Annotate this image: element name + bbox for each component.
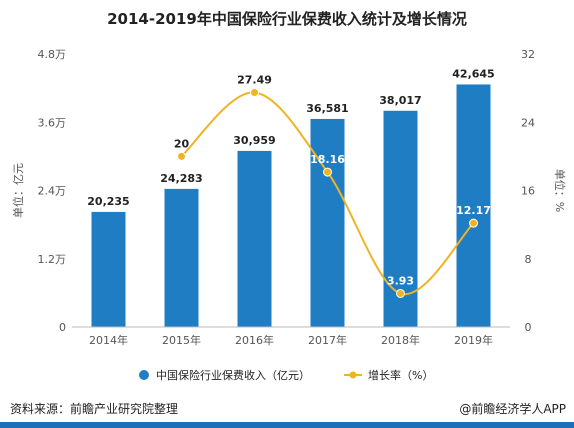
line-series: 20 27.49 18.16 3.93 12.17 bbox=[174, 73, 491, 298]
growth-value-label: 12.17 bbox=[456, 204, 491, 217]
legend: 中国保险行业保费收入（亿元） 增长率（%） bbox=[139, 368, 433, 382]
brand-credit: @前瞻经济学人APP bbox=[459, 402, 566, 416]
x-tick-label: 2018年 bbox=[381, 333, 420, 347]
growth-value-label: 20 bbox=[174, 137, 190, 150]
left-tick-label: 0 bbox=[59, 321, 66, 334]
bar-value-label: 24,283 bbox=[160, 172, 202, 185]
growth-point bbox=[469, 218, 478, 228]
legend-swatch-bar bbox=[139, 370, 149, 380]
right-tick-label: 32 bbox=[521, 48, 535, 61]
growth-point bbox=[396, 288, 405, 298]
bar bbox=[237, 150, 272, 327]
left-tick-label: 3.6万 bbox=[38, 116, 67, 129]
bar-value-label: 42,645 bbox=[452, 67, 494, 80]
left-tick-label: 1.2万 bbox=[38, 253, 67, 266]
growth-point bbox=[323, 167, 332, 177]
bar-value-label: 36,581 bbox=[306, 102, 348, 115]
left-tick-label: 4.8万 bbox=[38, 48, 67, 61]
right-tick-label: 8 bbox=[525, 253, 532, 266]
right-axis: 0 8 16 24 32 bbox=[521, 48, 535, 334]
left-axis-title: 单位：亿元 bbox=[11, 163, 25, 218]
footer-bar bbox=[0, 422, 574, 428]
x-tick-label: 2016年 bbox=[235, 333, 274, 347]
x-axis: 2014年 2015年 2016年 2017年 2018年 2019年 bbox=[72, 326, 510, 347]
growth-value-label: 3.93 bbox=[387, 274, 414, 287]
bar-series: 20,235 24,283 30,959 36,581 38,017 42,645 bbox=[87, 67, 495, 328]
bar bbox=[164, 188, 199, 327]
bar-value-label: 30,959 bbox=[233, 134, 275, 147]
left-axis: 0 1.2万 2.4万 3.6万 4.8万 bbox=[38, 48, 67, 334]
growth-point bbox=[177, 151, 186, 161]
right-tick-label: 0 bbox=[525, 321, 532, 334]
growth-value-label: 18.16 bbox=[310, 153, 345, 166]
chart-title: 2014-2019年中国保险行业保费收入统计及增长情况 bbox=[107, 10, 467, 28]
x-tick-label: 2015年 bbox=[162, 333, 201, 347]
right-axis-title: 单位：% bbox=[553, 169, 567, 212]
x-tick-label: 2017年 bbox=[308, 333, 347, 347]
source-note: 资料来源：前瞻产业研究院整理 bbox=[10, 402, 179, 416]
growth-point bbox=[250, 87, 259, 97]
x-tick-label: 2014年 bbox=[89, 333, 128, 347]
bar-value-label: 38,017 bbox=[379, 94, 421, 107]
bar-value-label: 20,235 bbox=[87, 195, 129, 208]
x-tick-label: 2019年 bbox=[454, 333, 493, 347]
combo-chart: 0 1.2万 2.4万 3.6万 4.8万 0 8 16 24 32 单位：亿元 单位：% 20… bbox=[11, 48, 567, 382]
bar bbox=[310, 118, 345, 328]
footer: 资料来源：前瞻产业研究院整理 @前瞻经济学人APP bbox=[0, 400, 574, 428]
left-tick-label: 2.4万 bbox=[38, 185, 67, 198]
legend-swatch-marker bbox=[349, 371, 357, 379]
legend-label-line: 增长率（%） bbox=[368, 368, 433, 382]
right-tick-label: 16 bbox=[521, 185, 535, 198]
bar bbox=[456, 84, 491, 327]
right-tick-label: 24 bbox=[521, 116, 535, 129]
bar bbox=[91, 211, 126, 327]
growth-value-label: 27.49 bbox=[237, 73, 272, 86]
legend-label-bar: 中国保险行业保费收入（亿元） bbox=[156, 368, 310, 382]
